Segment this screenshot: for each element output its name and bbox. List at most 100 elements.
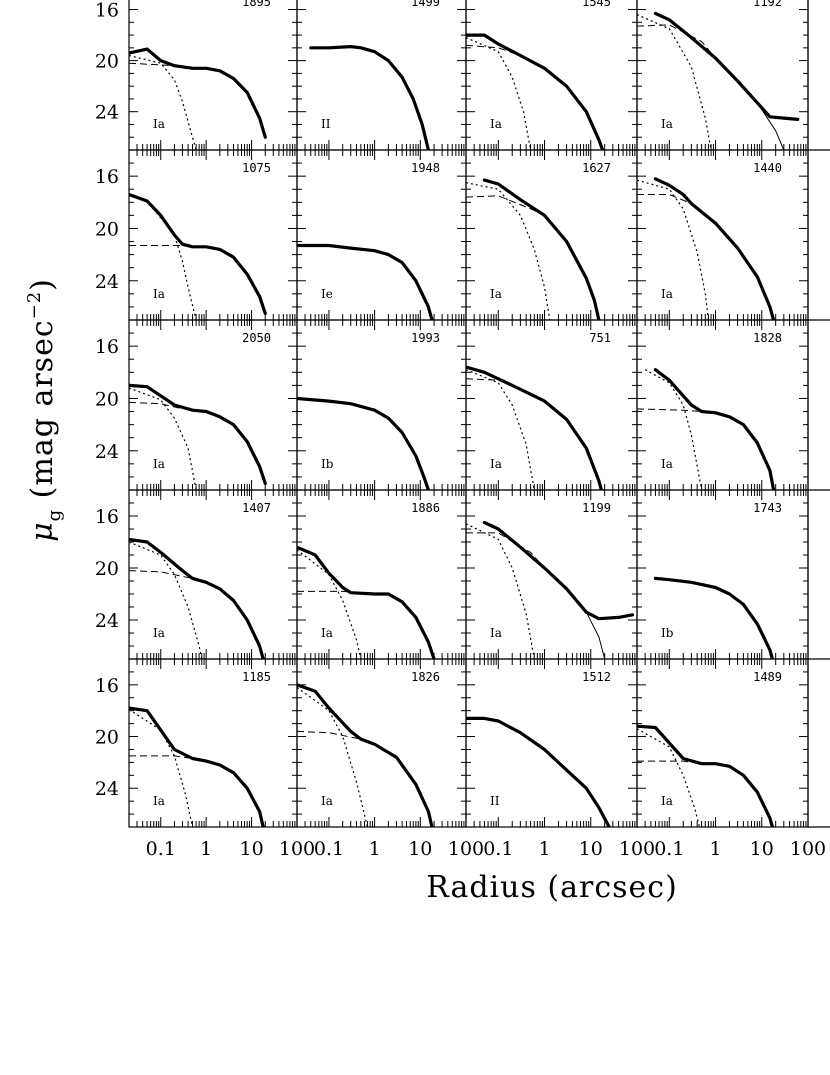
bulge-component-curve xyxy=(129,541,203,659)
bulge-component-curve xyxy=(637,14,712,150)
galaxy-id-label: 1948 xyxy=(411,161,440,175)
y-tick-label: 20 xyxy=(95,558,119,580)
profile-type-label: Ia xyxy=(661,457,673,471)
x-tick-label: 0.1 xyxy=(654,838,684,860)
x-tick-label: 100 xyxy=(790,838,826,860)
profile-type-label: Ia xyxy=(321,626,333,640)
x-tick-label: 0.1 xyxy=(146,838,176,860)
y-tick-label: 20 xyxy=(95,51,119,73)
galaxy-id-label: 1489 xyxy=(753,670,782,684)
panel-plot xyxy=(466,178,601,320)
y-axis-title: μg (mag arsec−2) xyxy=(24,278,65,542)
profile-type-label: Ia xyxy=(153,794,165,808)
profile-type-label: Ib xyxy=(661,626,674,640)
panel-plot xyxy=(466,365,604,490)
brightness-profile-curve xyxy=(297,545,436,659)
bulge-component-curve xyxy=(129,54,197,150)
bulge-component-curve xyxy=(129,387,197,490)
panel-plot xyxy=(297,396,430,490)
panel-plot xyxy=(297,683,434,827)
brightness-profile-curve xyxy=(129,706,265,827)
panel-plot xyxy=(297,243,434,320)
panel-plot xyxy=(129,47,267,150)
brightness-profile-curve xyxy=(466,365,604,490)
brightness-profile-curve xyxy=(129,537,265,659)
disk-component-curve xyxy=(637,194,692,205)
bulge-component-curve xyxy=(644,369,703,490)
y-axis-symbol: μ xyxy=(25,521,60,542)
model-fit-curve xyxy=(756,102,785,150)
galaxy-id-label: 1545 xyxy=(582,0,611,9)
brightness-profile-curve xyxy=(637,724,775,827)
bulge-component-curve xyxy=(297,686,369,827)
x-tick-label: 10 xyxy=(579,838,603,860)
x-tick-label: 1 xyxy=(538,838,550,860)
galaxy-id-label: 1199 xyxy=(582,501,611,515)
galaxy-id-label: 1627 xyxy=(582,161,611,175)
galaxy-id-label: 1440 xyxy=(753,161,782,175)
galaxy-id-label: 1185 xyxy=(242,670,271,684)
x-tick-label: 0.1 xyxy=(483,838,513,860)
brightness-profile-curve xyxy=(129,383,267,486)
brightness-profile-curve xyxy=(297,243,434,320)
bulge-component-curve xyxy=(466,182,551,320)
disk-component-curve xyxy=(129,401,183,410)
galaxy-id-label: 1828 xyxy=(753,331,782,345)
y-tick-label: 24 xyxy=(95,441,119,463)
disk-component-curve xyxy=(466,195,545,216)
y-axis-exponent: −2 xyxy=(24,291,45,320)
y-tick-label: 16 xyxy=(95,506,119,528)
galaxy-id-label: 1895 xyxy=(242,0,271,9)
disk-component-curve xyxy=(637,24,716,59)
profile-type-label: Ia xyxy=(153,626,165,640)
y-axis-units: (mag arsec xyxy=(25,319,60,498)
panel-plot xyxy=(309,44,430,150)
galaxy-id-label: 1743 xyxy=(753,501,782,515)
disk-component-curve xyxy=(466,532,545,569)
y-axis-subscript: g xyxy=(44,509,65,522)
brightness-profile-curve xyxy=(653,368,776,490)
profile-type-label: Ib xyxy=(321,457,334,471)
brightness-profile-curve xyxy=(297,683,434,827)
profile-type-label: Ia xyxy=(490,457,502,471)
galaxy-id-label: 2050 xyxy=(242,331,271,345)
panel-plot xyxy=(637,724,775,827)
galaxy-id-label: 1499 xyxy=(411,0,440,9)
panel-plot xyxy=(466,716,611,827)
panel-plot xyxy=(129,537,265,659)
y-tick-label: 20 xyxy=(95,727,119,749)
brightness-profile-curve xyxy=(466,33,605,150)
galaxy-id-label: 1993 xyxy=(411,331,440,345)
brightness-profile-curve xyxy=(482,520,635,621)
bulge-component-curve xyxy=(297,549,362,659)
bulge-component-curve xyxy=(637,179,709,320)
y-tick-label: 24 xyxy=(95,271,119,293)
galaxy-id-label: 1075 xyxy=(242,161,271,175)
y-tick-label: 24 xyxy=(95,610,119,632)
x-axis-title: Radius (arcsec) xyxy=(426,870,678,905)
galaxy-id-label: 1192 xyxy=(753,0,782,9)
panel-grid: 1895 Ia 1499 II 1545 Ia 1192 Ia 1075 Ia 1948 Ie 1627… xyxy=(128,0,830,828)
bulge-component-curve xyxy=(466,369,535,490)
panel-plot xyxy=(653,576,775,659)
profile-type-label: Ia xyxy=(490,287,502,301)
panel-plot xyxy=(637,368,776,490)
panel-plot xyxy=(466,520,635,659)
x-tick-label: 10 xyxy=(408,838,432,860)
galaxy-id-label: 1407 xyxy=(242,501,271,515)
y-tick-label: 16 xyxy=(95,336,119,358)
panel-plot xyxy=(466,33,605,150)
brightness-profile-curve xyxy=(466,716,611,827)
profile-type-label: Ia xyxy=(153,287,165,301)
profile-type-label: Ia xyxy=(661,794,673,808)
panel-plot xyxy=(129,706,265,827)
profile-type-label: II xyxy=(490,794,500,808)
y-tick-label: 24 xyxy=(95,778,119,800)
profile-type-label: Ia xyxy=(153,457,165,471)
profile-type-label: Ia xyxy=(321,794,333,808)
brightness-profile-curve xyxy=(309,44,430,150)
disk-component-curve xyxy=(129,755,193,759)
brightness-profile-curve xyxy=(129,47,267,139)
